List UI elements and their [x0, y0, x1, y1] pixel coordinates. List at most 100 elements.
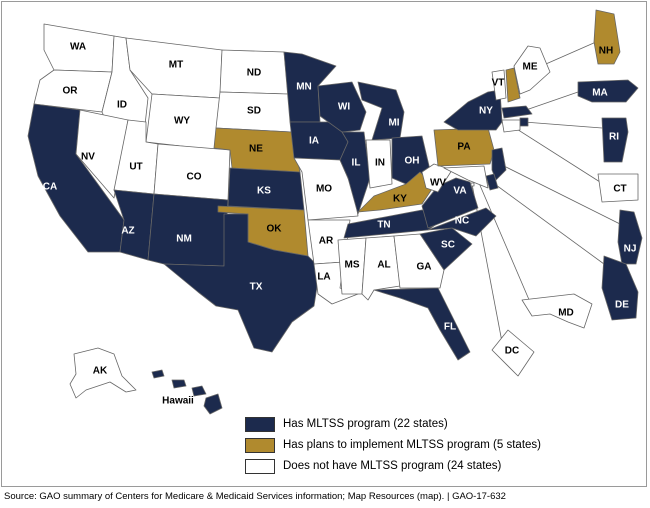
state-label-ut: UT	[129, 162, 142, 173]
leader-line-md	[475, 175, 531, 303]
state-label-wy: WY	[174, 116, 190, 127]
state-label-ms: MS	[345, 260, 360, 271]
state-label-de: DE	[615, 300, 629, 311]
state-label-id: ID	[117, 100, 127, 111]
state-nh	[505, 67, 521, 103]
legend-label: Has MLTSS program (22 states)	[283, 418, 448, 430]
state-wi	[317, 81, 367, 133]
state-vt	[491, 69, 507, 101]
legend-item-plans: Has plans to implement MLTSS program (5 …	[245, 436, 541, 454]
state-label-il: IL	[352, 158, 361, 169]
state-label-dc: DC	[505, 346, 519, 357]
state-label-wi: WI	[338, 102, 350, 113]
state-mi	[357, 81, 405, 141]
state-ak	[69, 347, 137, 399]
state-in	[365, 139, 393, 189]
leader-line-ct	[511, 125, 601, 183]
state-az	[113, 189, 155, 261]
state-md	[443, 165, 489, 189]
state-wv	[421, 163, 453, 193]
state-label-az: AZ	[121, 226, 134, 237]
state-ct-inset	[597, 173, 639, 203]
state-label-la: LA	[317, 272, 330, 283]
state-label-va: VA	[453, 186, 466, 197]
state-dc-inset	[491, 329, 535, 377]
leader-line-de	[491, 181, 605, 265]
state-hawaii	[151, 369, 223, 415]
leader-line-dc	[471, 183, 503, 343]
legend-swatch-plans	[245, 437, 275, 453]
state-label-ri: RI	[609, 132, 619, 143]
state-de	[485, 173, 499, 191]
legend-swatch-mltss	[245, 416, 275, 432]
state-label-ca: CA	[43, 182, 57, 193]
state-nj-inset	[617, 209, 643, 265]
state-me	[513, 45, 551, 95]
state-label-mn: MN	[296, 82, 312, 93]
state-label-fl: FL	[444, 322, 456, 333]
state-label-tn: TN	[377, 220, 390, 231]
state-label-pa: PA	[457, 142, 470, 153]
state-label-al: AL	[377, 260, 390, 271]
state-nc	[427, 207, 497, 237]
state-label-md: MD	[558, 308, 574, 319]
state-label-mo: MO	[316, 184, 332, 195]
state-label-nj: NJ	[624, 244, 637, 255]
state-label-ar: AR	[319, 236, 334, 247]
state-label-me: ME	[523, 62, 538, 73]
state-fl	[373, 287, 471, 361]
state-dc	[470, 182, 475, 187]
legend-label: Has plans to implement MLTSS program (5 …	[283, 439, 541, 451]
state-sc	[419, 227, 473, 271]
state-nh-inset	[593, 9, 621, 65]
state-label-ne: NE	[249, 144, 263, 155]
state-label-ga: GA	[417, 262, 432, 273]
state-label-wa: WA	[70, 42, 86, 53]
state-ny	[443, 89, 503, 131]
state-label-nc: NC	[455, 216, 469, 227]
state-label-sd: SD	[247, 106, 261, 117]
state-or	[33, 69, 113, 113]
legend-item-mltss: Has MLTSS program (22 states)	[245, 415, 541, 433]
state-label-tx: TX	[250, 282, 263, 293]
state-label-ky: KY	[393, 194, 407, 205]
state-label-nd: ND	[247, 68, 261, 79]
state-label-ny: NY	[479, 106, 493, 117]
state-ma	[501, 105, 533, 119]
legend-label: Does not have MLTSS program (24 states)	[283, 460, 502, 472]
state-label-co: CO	[187, 172, 202, 183]
state-md-inset	[521, 293, 593, 329]
state-label-or: OR	[63, 86, 79, 97]
state-label-ak: AK	[93, 366, 108, 377]
state-label-mi: MI	[388, 118, 399, 129]
state-ri	[519, 117, 529, 127]
us-map: WA OR CA ID NV MT WY UT AZ CO NM ND SD NE KS OK TX MN IA MO…	[27, 9, 643, 415]
state-label-in: IN	[375, 158, 385, 169]
state-nv	[75, 109, 129, 199]
legend-swatch-none	[245, 458, 275, 474]
state-il	[339, 131, 371, 215]
state-de-inset	[601, 255, 639, 321]
state-ri-inset	[601, 117, 629, 163]
state-label-ks: KS	[257, 186, 271, 197]
state-label-ct: CT	[613, 184, 626, 195]
state-label-sc: SC	[441, 240, 455, 251]
leader-line-nj	[499, 163, 621, 225]
state-label-ok: OK	[267, 224, 283, 235]
state-label-oh: OH	[405, 156, 420, 167]
state-label-ia: IA	[309, 136, 319, 147]
state-ma-inset	[577, 79, 639, 103]
leader-line-ma	[525, 91, 579, 111]
state-nj	[491, 147, 507, 181]
state-label-ma: MA	[592, 88, 608, 99]
state-tx	[163, 213, 321, 353]
state-label-mt: MT	[169, 60, 183, 71]
state-label-nh: NH	[599, 46, 613, 57]
state-label-wv: WV	[430, 178, 446, 189]
state-label-nm: NM	[176, 234, 192, 245]
legend-item-none: Does not have MLTSS program (24 states)	[245, 457, 541, 475]
state-ga	[393, 233, 445, 289]
state-nm	[147, 193, 229, 267]
map-frame: WA OR CA ID NV MT WY UT AZ CO NM ND SD NE KS OK TX MN IA MO…	[1, 1, 647, 487]
leader-line-ri	[523, 121, 603, 129]
